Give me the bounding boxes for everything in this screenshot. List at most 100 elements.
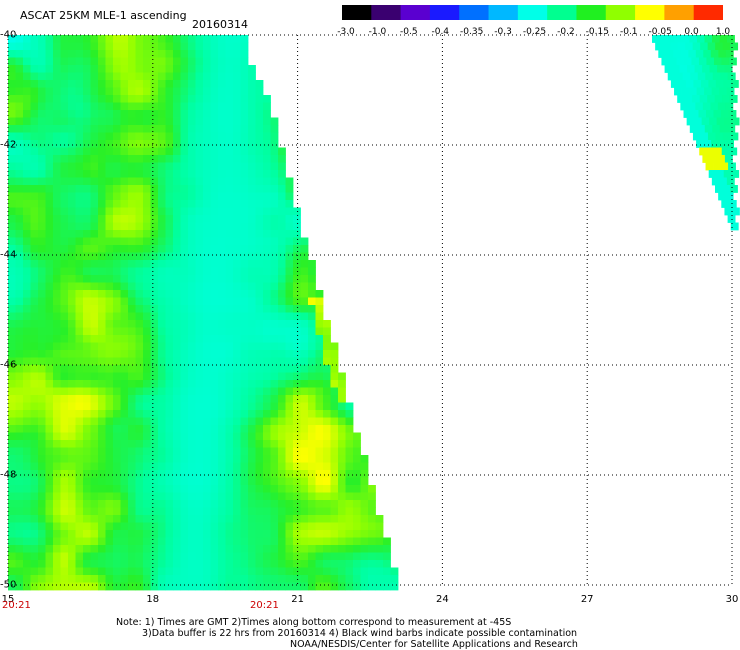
data-cell [60,462,69,471]
data-cell [45,507,54,516]
data-cell [8,230,16,238]
data-cell [278,500,286,508]
data-cell [248,387,256,396]
data-cell [225,147,234,156]
data-cell [195,65,204,73]
data-cell [128,215,136,223]
data-cell [180,207,189,216]
data-cell [113,575,121,583]
data-cell [225,215,234,223]
data-cell [180,470,189,478]
data-cell [203,252,211,261]
data-cell [8,87,16,96]
data-cell [143,342,151,351]
data-cell [195,410,204,418]
data-cell [53,207,61,216]
data-cell [173,170,181,178]
data-cell [255,402,264,411]
data-cell [135,455,144,463]
data-cell [8,342,16,351]
data-cell [143,245,151,253]
data-cell [300,365,309,373]
data-cell [90,237,99,246]
data-cell [15,50,24,58]
data-cell [128,567,136,576]
data-cell [353,432,361,441]
data-cell [195,402,204,411]
data-cell [120,87,129,96]
data-cell [263,275,271,283]
data-cell [330,455,339,463]
data-cell [113,485,121,493]
data-cell [90,282,99,291]
data-cell [158,72,166,81]
data-cell [120,312,129,321]
data-cell [225,395,234,403]
data-cell [285,230,294,238]
data-cell [345,425,354,433]
data-cell [218,252,226,261]
data-cell [128,500,136,508]
data-cell [704,125,713,133]
data-cell [270,290,279,298]
data-cell [195,507,204,516]
data-cell [233,530,241,538]
data-cell [15,560,24,568]
data-cell [270,567,279,576]
data-cell [248,500,256,508]
data-cell [75,57,84,66]
data-cell [98,237,106,246]
data-cell [75,260,84,268]
data-cell [60,515,69,523]
data-cell [53,95,61,103]
data-cell [188,177,196,186]
data-cell [699,95,708,103]
data-cell [173,222,181,231]
data-cell [338,552,346,561]
data-cell [717,65,725,73]
data-cell [15,140,24,148]
data-cell [90,42,99,51]
data-cell [150,245,159,253]
data-cell [45,305,54,313]
data-cell [150,170,159,178]
data-cell [225,485,234,493]
data-cell [158,230,166,238]
data-cell [308,350,316,358]
data-cell [173,57,181,66]
data-cell [225,582,234,591]
data-cell [38,245,46,253]
data-cell [98,290,106,298]
data-cell [717,155,726,163]
data-cell [278,372,286,381]
data-cell [113,222,121,231]
data-cell [285,515,294,523]
data-cell [255,327,264,336]
data-cell [173,477,181,486]
data-cell [158,102,166,111]
data-cell [285,477,294,486]
data-cell [308,387,316,396]
data-cell [60,485,69,493]
data-cell [248,170,256,178]
data-cell [165,245,174,253]
data-cell [165,417,174,426]
data-cell [293,507,301,516]
data-cell [255,125,264,133]
data-cell [233,305,241,313]
data-cell [225,470,234,478]
data-cell [23,230,31,238]
data-cell [218,342,226,351]
data-cell [98,230,106,238]
data-cell [75,230,84,238]
data-cell [158,477,166,486]
data-cell [285,222,294,231]
data-cell [248,320,256,328]
data-cell [53,140,61,148]
data-cell [15,462,24,471]
colorbar-label: -3.0 [337,27,355,37]
data-cell [210,327,219,336]
data-cell [150,432,159,441]
data-cell [135,470,144,478]
data-cell [150,110,159,118]
